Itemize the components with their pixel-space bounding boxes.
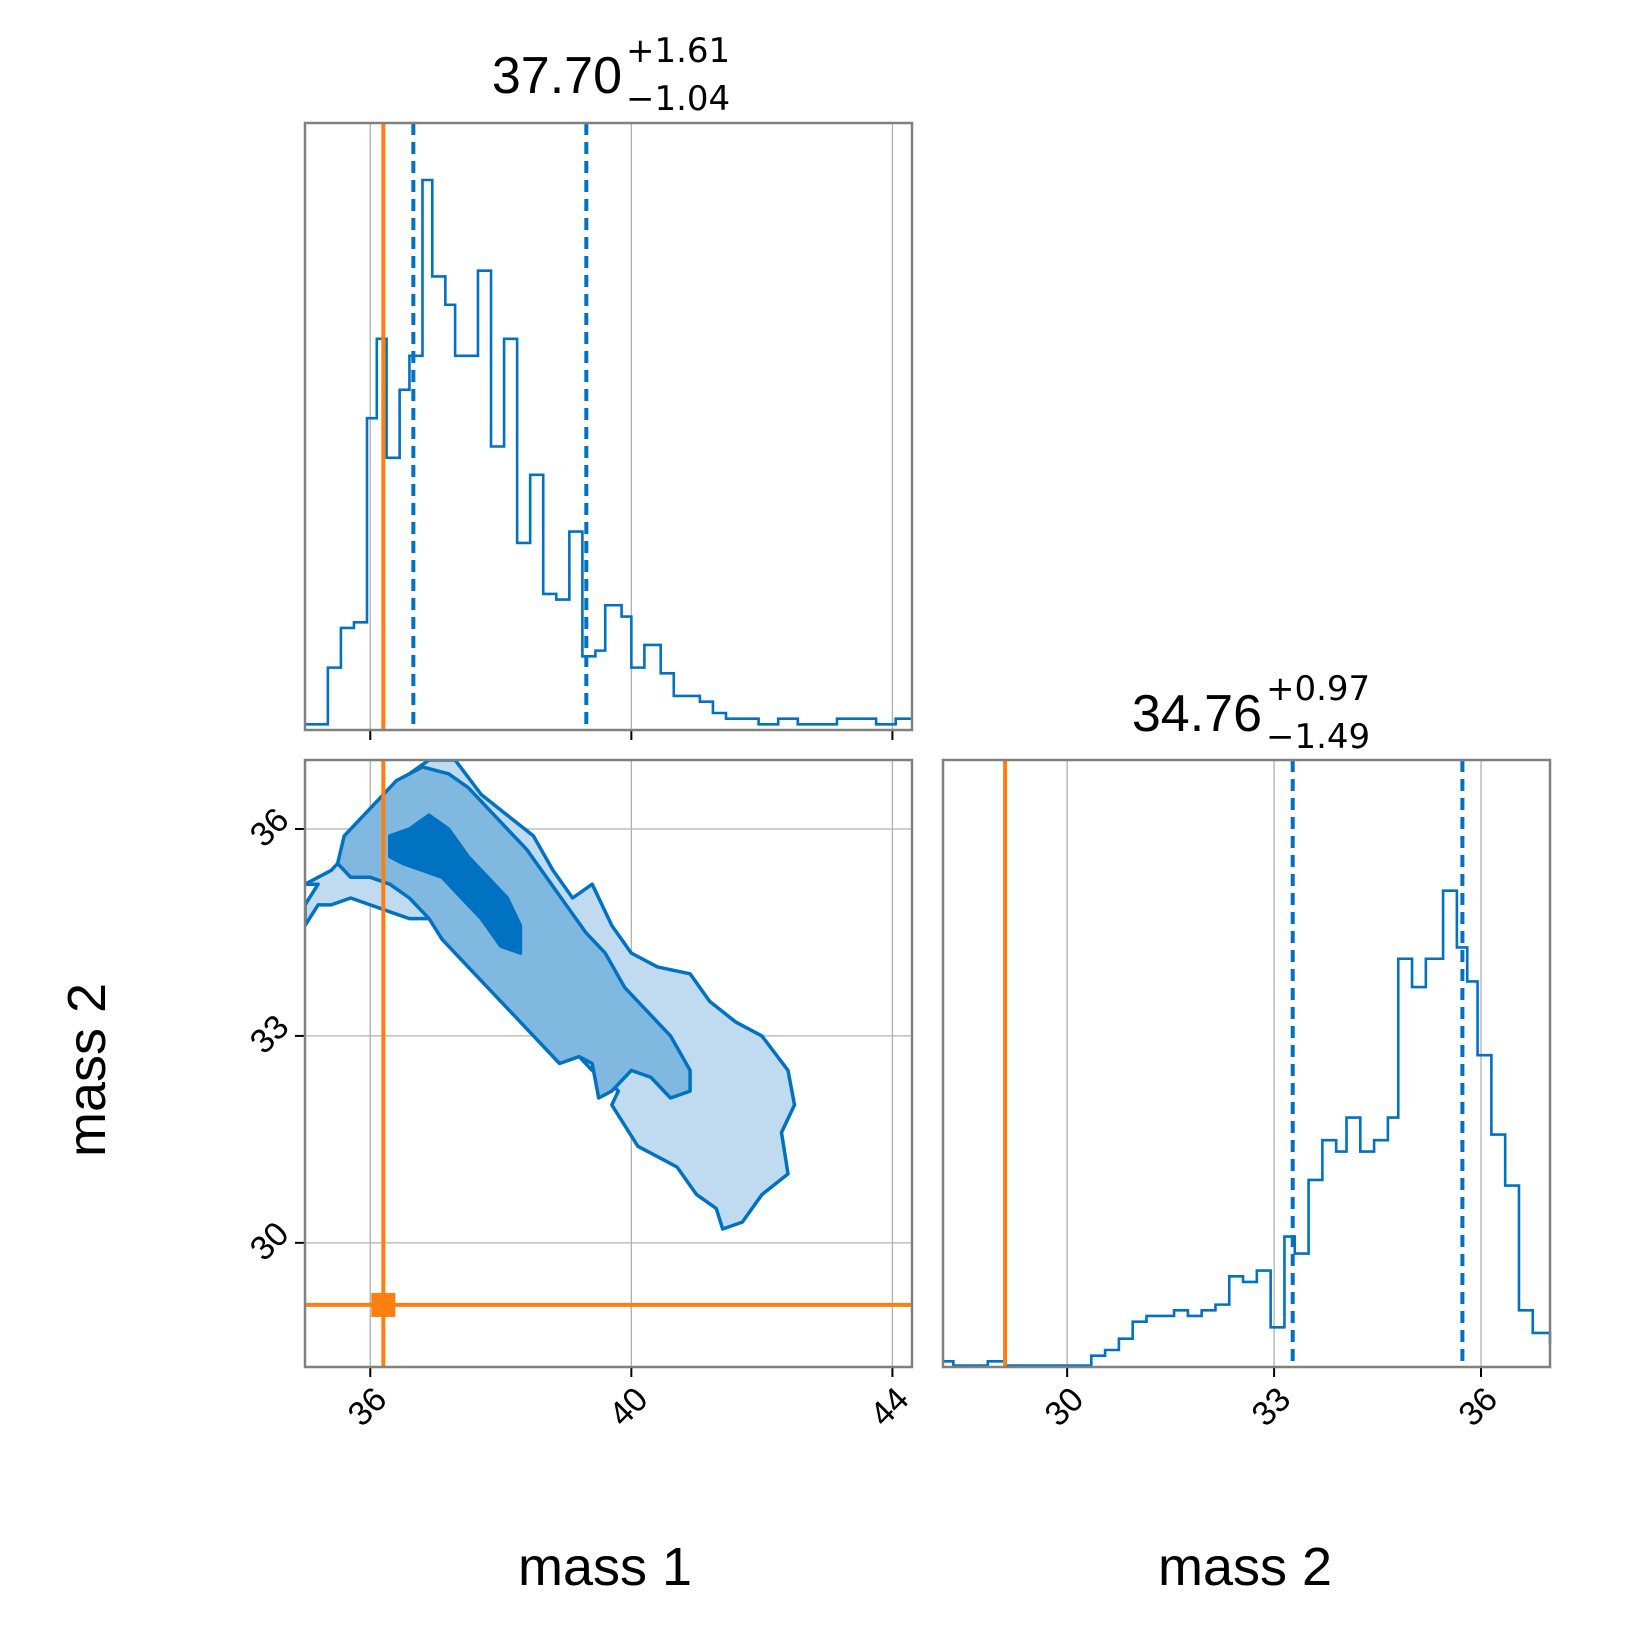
histogram-mass-1-panel: 37.70 +1.61 −1.04 xyxy=(303,31,914,740)
x-tick-marks-mass-2-hist xyxy=(1066,1367,1483,1377)
x-axis-label-mass-1: mass 1 xyxy=(518,1537,692,1597)
frame-contour xyxy=(303,758,914,1369)
title-mass-2-plus: +0.97 xyxy=(1266,669,1370,709)
title-mass-1-plus: +1.61 xyxy=(626,31,730,71)
y-tick-marks-contour xyxy=(295,827,305,1244)
y-axis-label-mass-2: mass 2 xyxy=(57,983,117,1157)
x-tick-label-36: 36 xyxy=(1451,1380,1505,1434)
frame-mass-1-hist xyxy=(303,121,914,732)
x-tick-label-33: 33 xyxy=(1244,1380,1298,1434)
histogram-mass-2-marks xyxy=(943,760,1552,1367)
frame-mass-2-hist xyxy=(941,758,1552,1369)
y-tick-label-30: 30 xyxy=(243,1215,297,1269)
histogram-mass-1-marks xyxy=(305,123,912,730)
y-tick-labels-mass-2: 30 33 36 xyxy=(243,801,297,1268)
y-tick-label-33: 33 xyxy=(243,1008,297,1062)
grid-mass-2-hist xyxy=(1066,760,1482,1367)
x-tick-marks-mass-1-hist xyxy=(369,730,894,740)
contour-panel: 36 40 44 30 33 36 mass 1 mass 2 xyxy=(57,758,917,1597)
contour-level-inner xyxy=(388,813,523,955)
title-mass-2-value: 34.76 xyxy=(1132,685,1262,743)
histogram-step-line xyxy=(943,889,1552,1367)
title-mass-1-value: 37.70 xyxy=(492,47,622,105)
truth-markers-contour xyxy=(305,760,912,1367)
truth-point-marker xyxy=(371,1292,396,1317)
contour-marks xyxy=(305,760,797,1231)
x-tick-label-44: 44 xyxy=(863,1380,917,1434)
histogram-step-line xyxy=(305,178,912,726)
y-tick-label-36: 36 xyxy=(243,801,297,855)
x-tick-label-30: 30 xyxy=(1038,1380,1092,1434)
title-mass-2-minus: −1.49 xyxy=(1266,717,1370,757)
histogram-mass-2-panel: 30 33 36 34.76 +0.97 −1.49 mass 2 xyxy=(941,669,1552,1597)
x-tick-labels-mass-2: 30 33 36 xyxy=(1038,1380,1505,1434)
title-mass-1-minus: −1.04 xyxy=(626,79,730,119)
x-tick-label-40: 40 xyxy=(602,1380,656,1434)
x-tick-marks-contour xyxy=(369,1367,894,1377)
x-tick-labels-mass-1: 36 40 44 xyxy=(341,1380,917,1434)
x-axis-label-mass-2: mass 2 xyxy=(1158,1537,1332,1597)
x-tick-label-36: 36 xyxy=(341,1380,395,1434)
